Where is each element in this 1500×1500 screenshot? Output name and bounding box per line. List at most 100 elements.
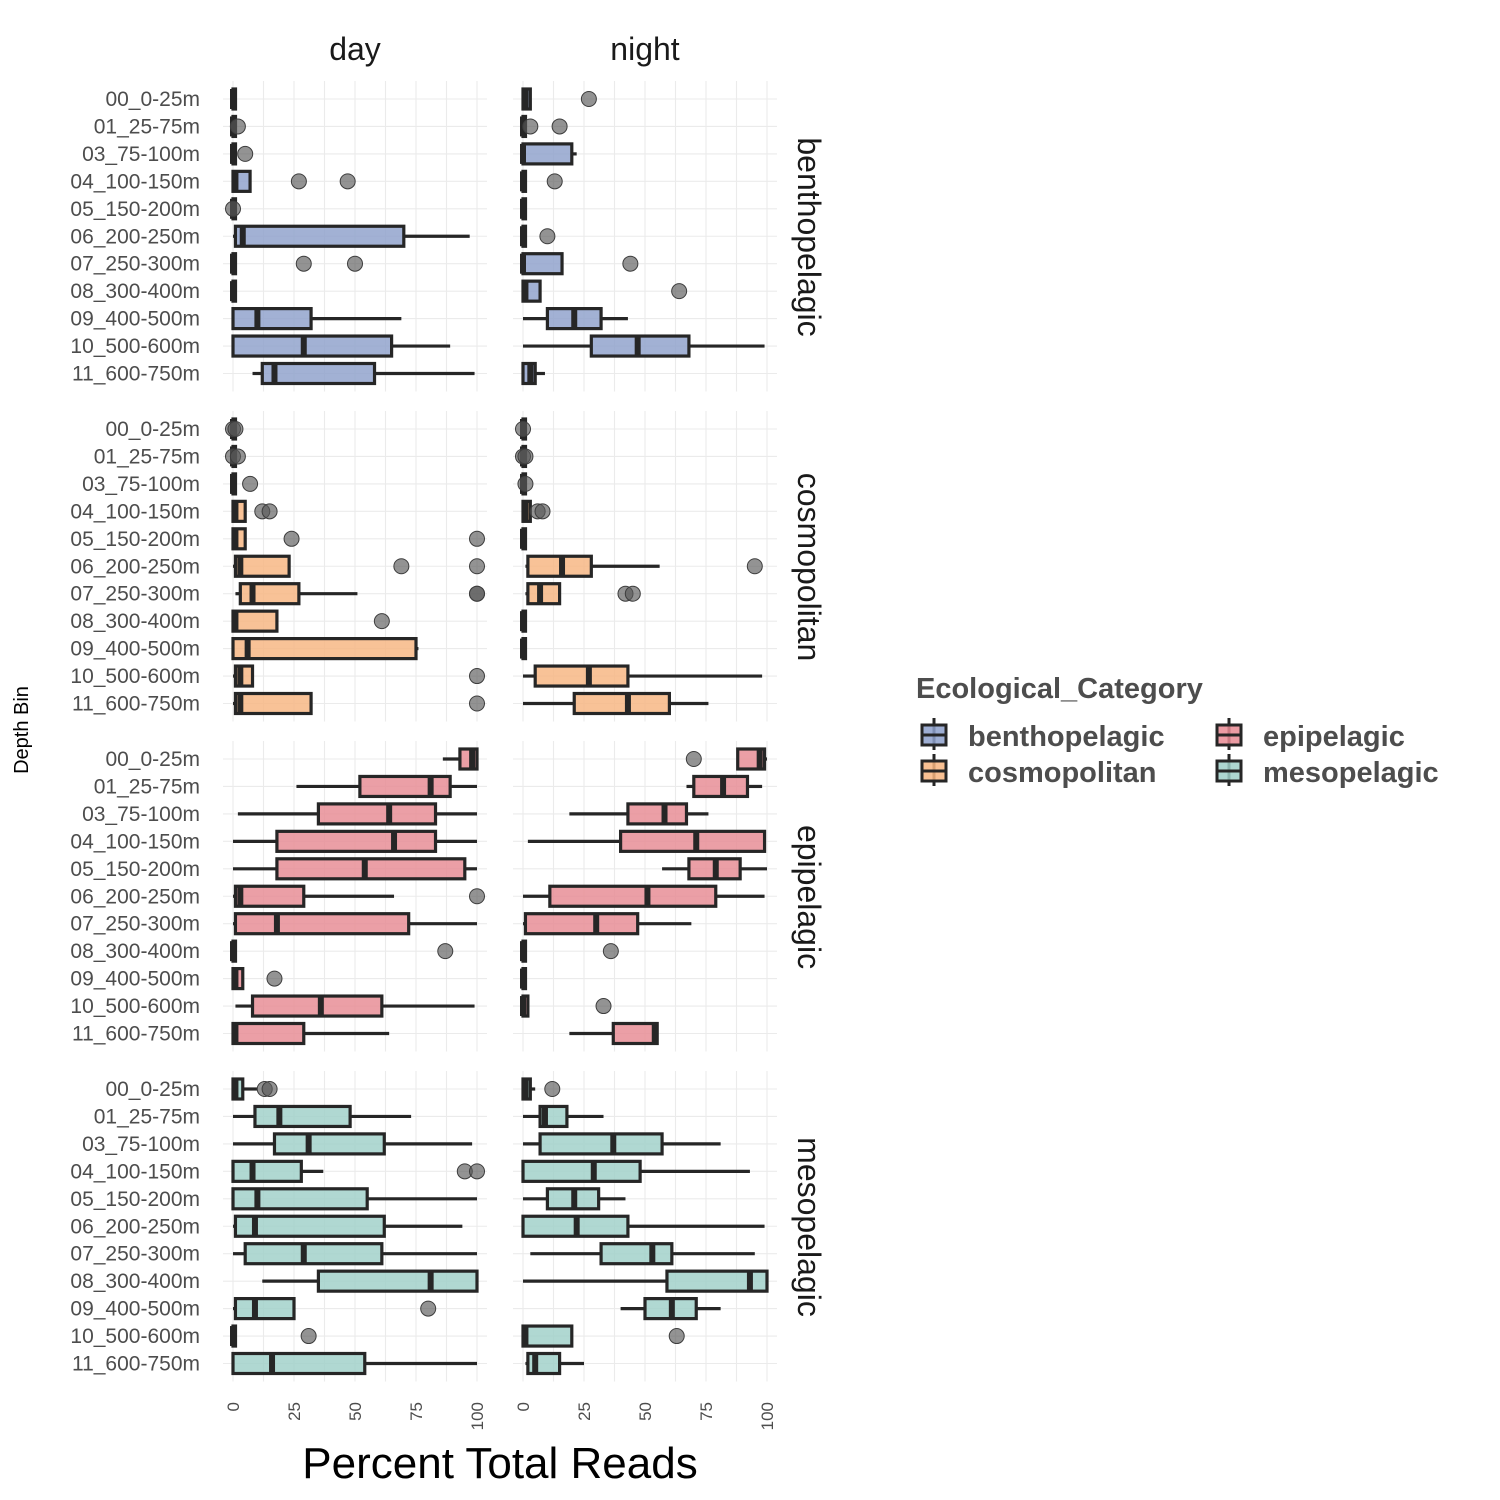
- x-tick-label: 25: [285, 1402, 304, 1421]
- box-iqr: [233, 691, 313, 716]
- box-03-75-100m: [230, 472, 259, 496]
- y-tick-label: 11_600-750m: [72, 363, 200, 386]
- box-00-0-25m: [442, 747, 479, 771]
- y-axis-labels: 00_0-25m 01_25-75m 03_75-100m 04_100-150m 05…: [70, 88, 200, 1376]
- box-09-400-500m: [523, 307, 628, 331]
- box-11-600-750m: [231, 1021, 390, 1046]
- outlier-point: [671, 283, 688, 300]
- y-tick-label: 07_250-300m: [70, 583, 200, 606]
- box-iqr: [316, 1269, 479, 1293]
- y-tick-label: 05_150-200m: [70, 858, 200, 881]
- box-08-300-400m: [231, 609, 390, 633]
- box-08-300-400m: [520, 939, 619, 963]
- box-03-75-100m: [230, 142, 254, 166]
- y-tick-label: 00_0-25m: [105, 1078, 200, 1101]
- outlier-point: [242, 475, 259, 492]
- x-tick-label: 75: [407, 1402, 426, 1421]
- box-iqr: [253, 1104, 352, 1129]
- outlier-point: [469, 695, 485, 712]
- box-iqr: [231, 609, 279, 633]
- facet-row-label-cosmopolitan: cosmopolitan: [791, 473, 827, 662]
- box-iqr: [272, 1132, 386, 1156]
- outlier-point: [602, 943, 619, 960]
- panel-benthopelagic-night: [513, 81, 777, 392]
- outlier-point: [469, 1163, 485, 1180]
- box-11-600-750m: [233, 691, 485, 716]
- y-tick-label: 01_25-75m: [94, 445, 200, 468]
- box-04-100-150m: [231, 169, 356, 193]
- y-tick-label: 08_300-400m: [70, 610, 200, 633]
- box-01-25-75m: [229, 114, 246, 139]
- outlier-point: [347, 255, 363, 272]
- y-tick-label: 06_200-250m: [70, 1215, 200, 1238]
- box-07-250-300m: [230, 252, 363, 276]
- box-iqr: [611, 1021, 659, 1046]
- y-tick-label: 10_500-600m: [70, 335, 200, 358]
- outlier-point: [668, 1328, 685, 1345]
- outlier-point: [339, 173, 356, 190]
- facet-row-label-epipelagic: epipelagic: [791, 825, 827, 969]
- box-01-25-75m: [233, 1104, 412, 1129]
- box-05-150-200m: [523, 1187, 626, 1211]
- box-iqr: [233, 884, 306, 908]
- box-05-150-200m: [231, 1187, 477, 1211]
- box-iqr: [231, 1187, 369, 1211]
- outlier-point: [290, 173, 307, 190]
- box-01-25-75m: [515, 444, 534, 469]
- box-03-75-100m: [233, 1132, 473, 1156]
- box-iqr: [599, 1242, 674, 1266]
- box-01-25-75m: [520, 114, 568, 139]
- legend-item-mesopelagic: mesopelagic: [1215, 754, 1439, 789]
- box-11-600-750m: [231, 1351, 477, 1376]
- y-tick-label: 10_500-600m: [70, 995, 200, 1018]
- box-10-500-600m: [233, 664, 485, 688]
- outlier-point: [551, 118, 568, 135]
- panel-benthopelagic-day: [223, 81, 487, 392]
- box-10-500-600m: [230, 1324, 317, 1348]
- y-tick-label: 00_0-25m: [105, 88, 200, 111]
- y-tick-label: 09_400-500m: [70, 968, 200, 991]
- box-09-400-500m: [233, 1296, 437, 1321]
- x-tick-label: 25: [575, 1402, 594, 1421]
- outlier-point: [261, 503, 278, 520]
- box-05-150-200m: [662, 857, 767, 881]
- box-05-150-200m: [520, 197, 528, 221]
- outlier-point: [261, 1081, 278, 1097]
- box-iqr: [231, 334, 394, 358]
- x-axis-ticks: 0 25 50 75 100 0 25 50 75 100: [224, 1402, 777, 1430]
- box-iqr: [233, 554, 291, 578]
- box-iqr: [618, 829, 767, 853]
- box-00-0-25m: [521, 87, 597, 111]
- box-07-250-300m: [520, 252, 639, 276]
- box-iqr: [231, 636, 418, 661]
- box-iqr: [275, 857, 467, 881]
- box-05-150-200m: [225, 197, 241, 221]
- y-tick-label: 00_0-25m: [105, 748, 200, 771]
- box-10-500-600m: [523, 664, 763, 688]
- y-tick-label: 11_600-750m: [72, 693, 200, 716]
- legend-item-cosmopolitan: cosmopolitan: [920, 754, 1157, 789]
- box-iqr: [233, 912, 411, 936]
- box-iqr: [521, 1324, 574, 1348]
- box-07-250-300m: [233, 912, 477, 936]
- box-10-500-600m: [235, 994, 475, 1018]
- box-iqr: [233, 224, 406, 248]
- box-05-150-200m: [231, 527, 485, 551]
- x-tick-label: 50: [346, 1402, 365, 1421]
- box-03-75-100m: [569, 802, 709, 826]
- y-tick-label: 11_600-750m: [72, 1023, 200, 1046]
- y-tick-label: 04_100-150m: [70, 500, 200, 523]
- x-tick-label: 100: [468, 1402, 487, 1430]
- y-axis-title: Depth Bin: [11, 686, 33, 774]
- outlier-point: [746, 558, 763, 575]
- outlier-point: [229, 118, 246, 135]
- box-06-200-250m: [520, 224, 556, 248]
- y-tick-label: 01_25-75m: [94, 115, 200, 138]
- outlier-point: [420, 1300, 437, 1317]
- box-09-400-500m: [231, 966, 283, 991]
- outlier-point: [522, 118, 539, 135]
- y-tick-label: 11_600-750m: [72, 1353, 200, 1376]
- y-tick-label: 08_300-400m: [70, 940, 200, 963]
- box-01-25-75m: [296, 774, 477, 799]
- outlier-point: [237, 145, 254, 162]
